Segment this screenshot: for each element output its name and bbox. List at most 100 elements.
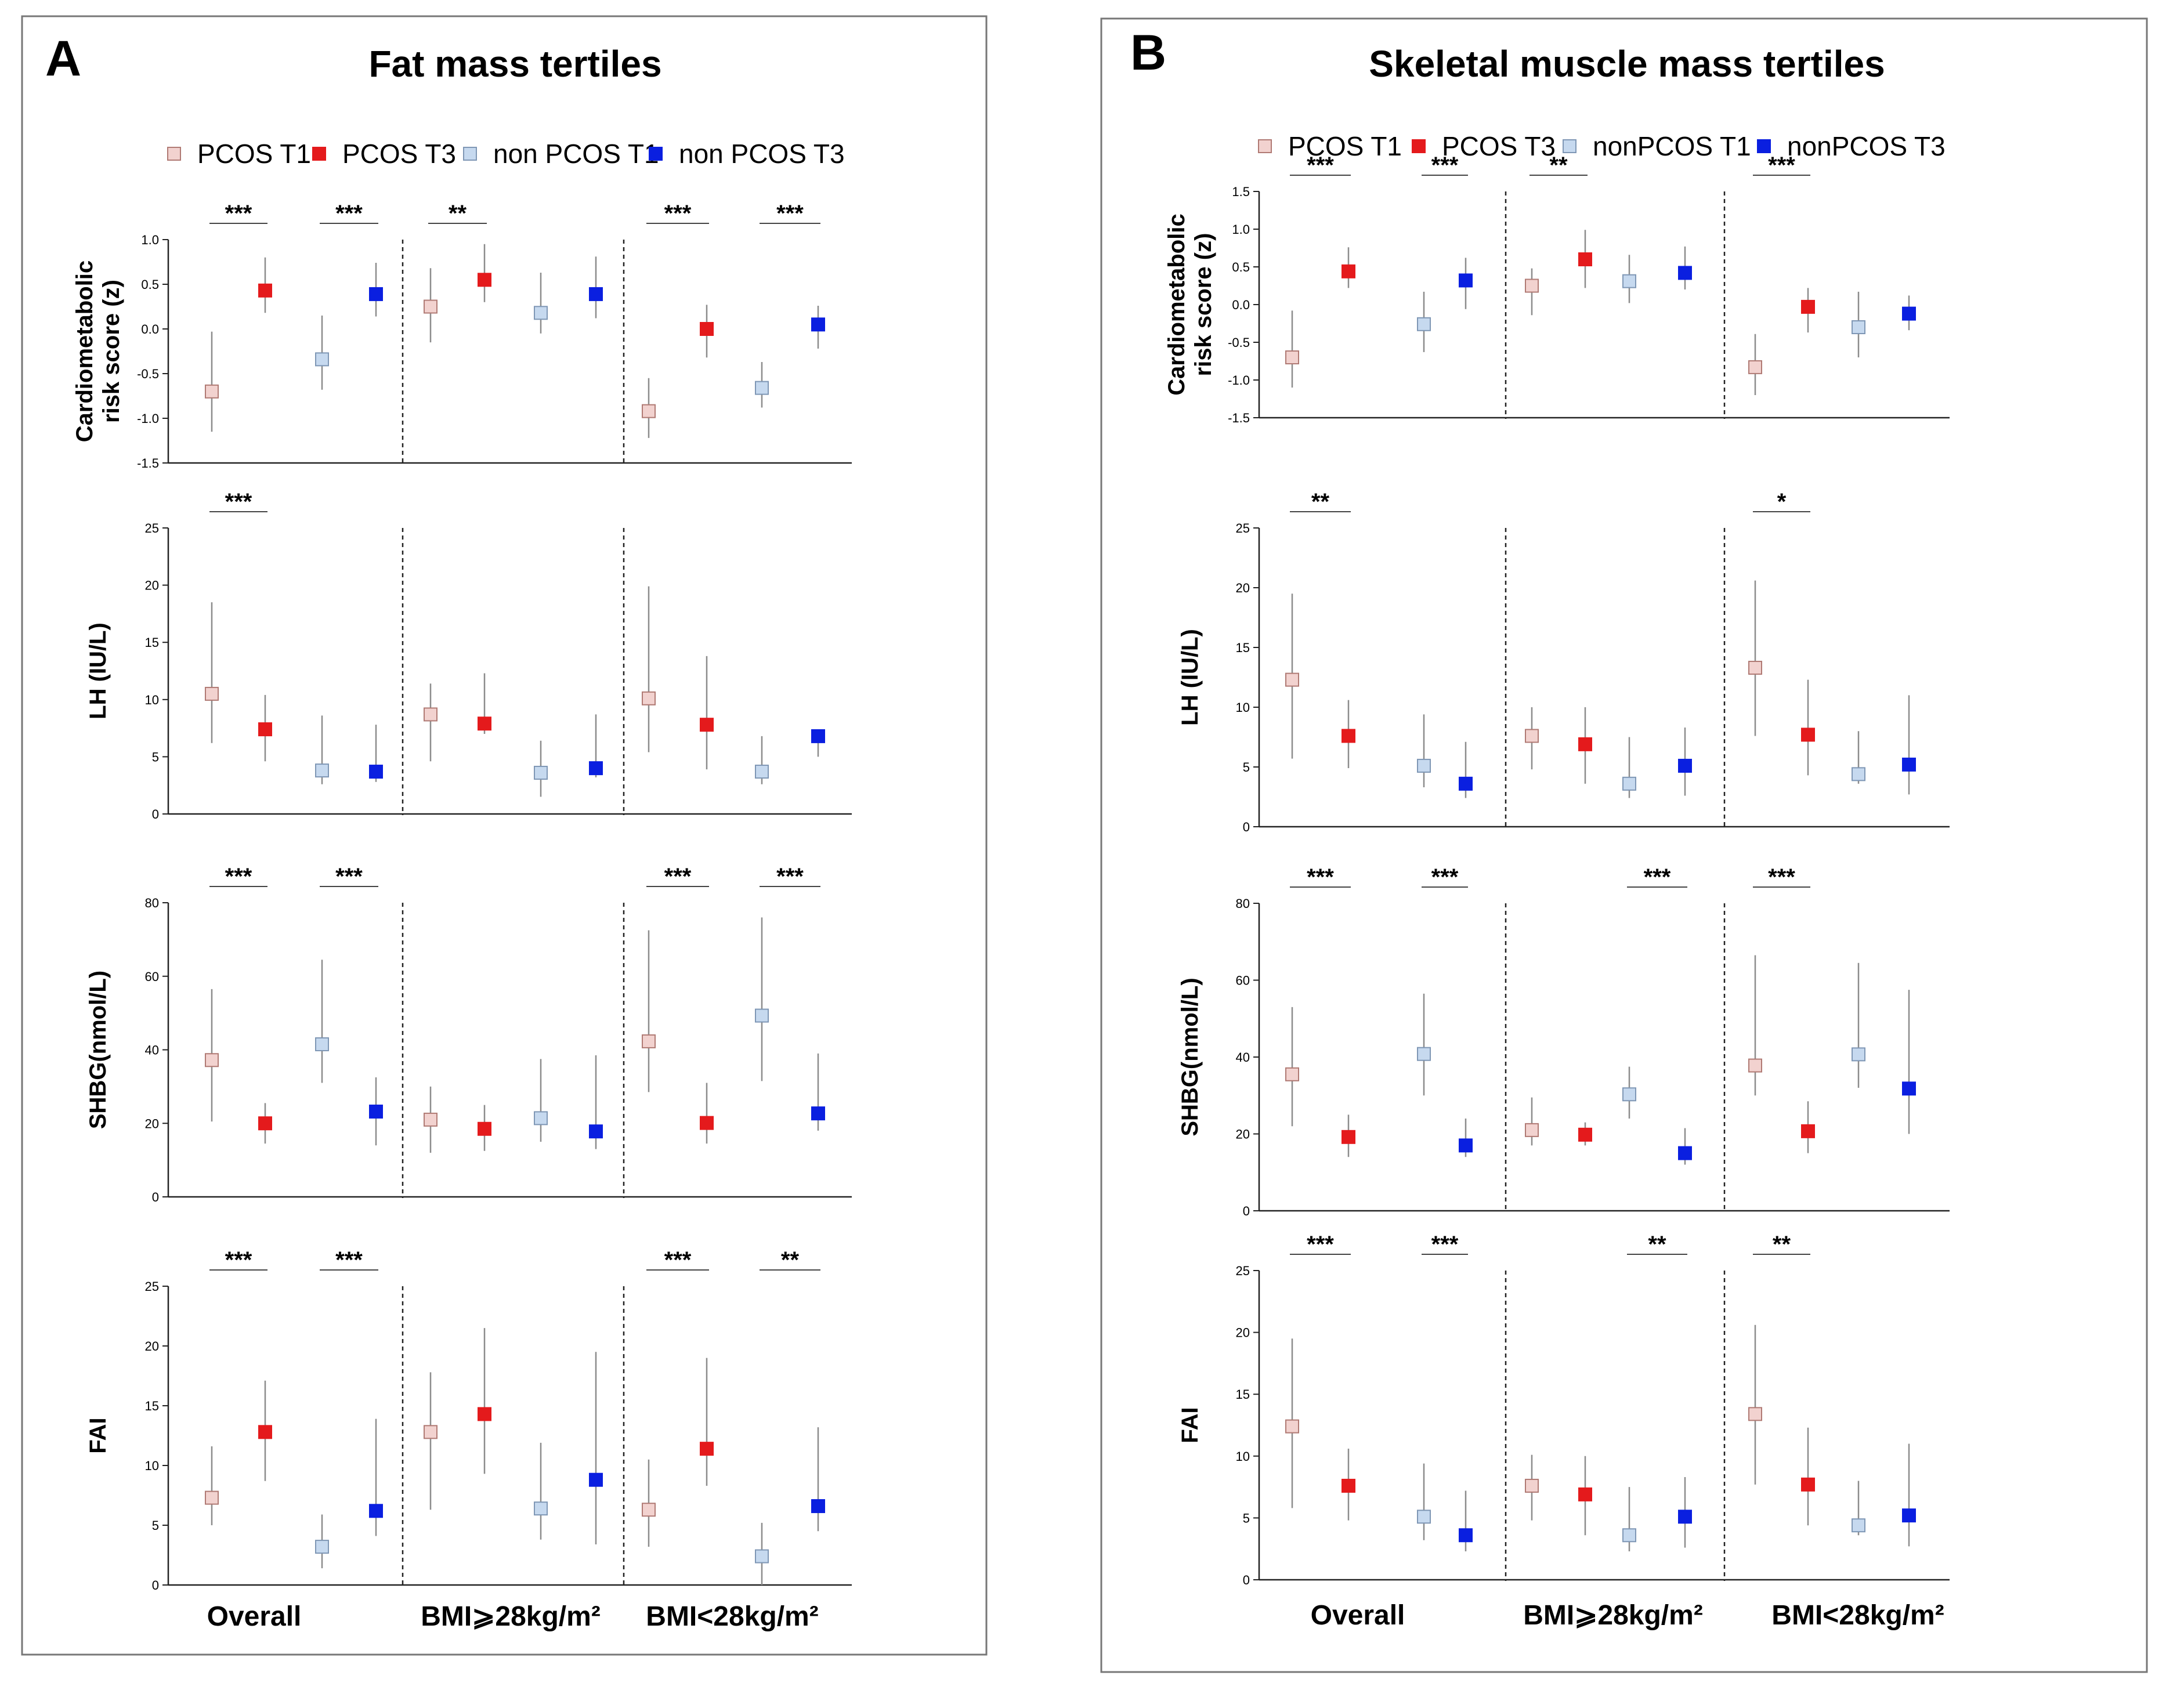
significance-label: ***	[225, 201, 252, 226]
legend-label-1: PCOS T1	[197, 139, 311, 169]
data-point	[1342, 729, 1355, 743]
data-point	[589, 1124, 603, 1139]
y-axis-label: Cardiometabolic risk score (z)	[1164, 213, 1216, 395]
y-tick-label: 5	[1243, 1511, 1250, 1525]
data-point	[1285, 672, 1299, 687]
subplot-3: 0 20 40 60 80 SHBG(nmol/L) *** *** *** ***	[1177, 864, 1950, 1218]
data-point	[700, 1442, 714, 1456]
significance-label: **	[1648, 1232, 1666, 1257]
data-point	[1525, 729, 1539, 743]
subplot-1: -1.5 -1.0 -0.5 0.0 0.5 1.0 Cardiometabolic risk…	[72, 201, 852, 471]
y-tick-label: 80	[145, 896, 159, 910]
significance-label: ***	[1431, 153, 1459, 178]
y-tick-label: 1.5	[1232, 184, 1250, 199]
y-tick-label: 60	[1236, 974, 1250, 988]
y-axis-label-line: LH (IU/L)	[85, 623, 111, 719]
data-point	[205, 686, 219, 701]
data-point	[424, 1112, 437, 1127]
y-tick-label: 0.0	[141, 322, 159, 336]
y-tick-label: 25	[145, 1279, 159, 1294]
significance-label: **	[1311, 489, 1330, 515]
data-point	[1678, 266, 1692, 280]
subplot-2: 0 5 10 15 20 25 LH (IU/L) ***	[85, 489, 852, 822]
data-point	[1678, 758, 1692, 773]
y-tick-label: 0	[1243, 1204, 1250, 1218]
y-tick-label: 25	[145, 521, 159, 535]
data-point	[1801, 1477, 1815, 1492]
data-point	[589, 761, 603, 776]
data-point	[478, 1121, 491, 1136]
significance-label: ***	[1431, 864, 1459, 890]
y-tick-label: -1.5	[1228, 411, 1250, 425]
panel-title: Skeletal muscle mass tertiles	[1369, 43, 1885, 85]
data-point	[1748, 661, 1762, 675]
significance-label: ***	[1768, 864, 1795, 890]
data-point	[1578, 1487, 1592, 1501]
y-tick-label: 0	[1243, 1573, 1250, 1587]
legend-label-4: non PCOS T3	[679, 139, 845, 169]
y-tick-label: 10	[145, 693, 159, 707]
data-point	[205, 1053, 219, 1067]
data-point	[369, 1504, 383, 1518]
data-point	[1459, 1528, 1473, 1543]
legend-marker-1	[167, 147, 181, 161]
significance-label: ***	[335, 864, 363, 889]
data-point	[755, 381, 769, 395]
data-point	[700, 322, 714, 336]
data-point	[1578, 1127, 1592, 1142]
data-point	[1852, 320, 1865, 334]
data-point	[478, 1407, 491, 1421]
subplot-1: -1.5 -1.0 -0.5 0.0 0.5 1.0 1.5 Cardiometabolic r…	[1164, 153, 1950, 425]
y-axis-label-line: risk score (z)	[99, 280, 124, 423]
legend-marker-3	[463, 147, 477, 161]
data-point	[642, 1034, 656, 1048]
y-axis-label-line: FAI	[85, 1417, 111, 1453]
y-tick-label: 0	[1243, 820, 1250, 834]
significance-label: *	[1777, 489, 1787, 515]
significance-label: ***	[1307, 1232, 1334, 1257]
data-point	[700, 718, 714, 732]
y-axis-label-line: SHBG(nmol/L)	[85, 971, 111, 1129]
data-point	[755, 1549, 769, 1564]
data-point	[1417, 1047, 1431, 1061]
y-tick-label: -1.0	[1228, 373, 1250, 388]
data-point	[1342, 1478, 1355, 1493]
y-axis-label: SHBG(nmol/L)	[1177, 978, 1203, 1136]
significance-label: ***	[225, 864, 252, 889]
significance-label: ***	[1768, 153, 1795, 178]
legend-marker-2	[1412, 139, 1426, 153]
data-point	[424, 299, 437, 314]
y-axis-label-line: Cardiometabolic	[72, 260, 97, 442]
significance-label: ***	[335, 1247, 363, 1273]
y-axis-label-line: Cardiometabolic	[1164, 213, 1189, 395]
data-point	[258, 722, 272, 737]
y-tick-label: -1.5	[137, 456, 159, 471]
significance-label: **	[1549, 153, 1568, 178]
group-label: BMI<28kg/m²	[1771, 1600, 1944, 1631]
data-point	[642, 404, 656, 418]
legend-marker-3	[1563, 139, 1576, 153]
data-point	[1578, 252, 1592, 266]
data-point	[642, 691, 656, 705]
significance-label: ***	[776, 201, 804, 226]
data-point	[1525, 278, 1539, 293]
y-tick-label: 15	[145, 1399, 159, 1413]
y-tick-label: 5	[152, 1518, 159, 1533]
y-tick-label: 0.5	[141, 277, 159, 292]
data-point	[369, 1104, 383, 1119]
y-tick-label: 0.5	[1232, 260, 1250, 274]
data-point	[1801, 728, 1815, 742]
legend-label-1: PCOS T1	[1288, 131, 1402, 161]
y-tick-label: 15	[145, 635, 159, 650]
y-tick-label: 20	[145, 578, 159, 593]
data-point	[1459, 1138, 1473, 1153]
panel-a: A Fat mass tertiles PCOS T1 PCOS T3 non PCOS…	[21, 15, 988, 1656]
data-point	[315, 763, 329, 778]
data-point	[315, 1540, 329, 1554]
y-axis-label-line: FAI	[1177, 1407, 1203, 1443]
data-point	[205, 1490, 219, 1505]
significance-label: ***	[1644, 864, 1671, 890]
data-point	[811, 729, 825, 743]
legend: PCOS T1 PCOS T3 non PCOS T1 non PCOS T3	[167, 139, 845, 169]
